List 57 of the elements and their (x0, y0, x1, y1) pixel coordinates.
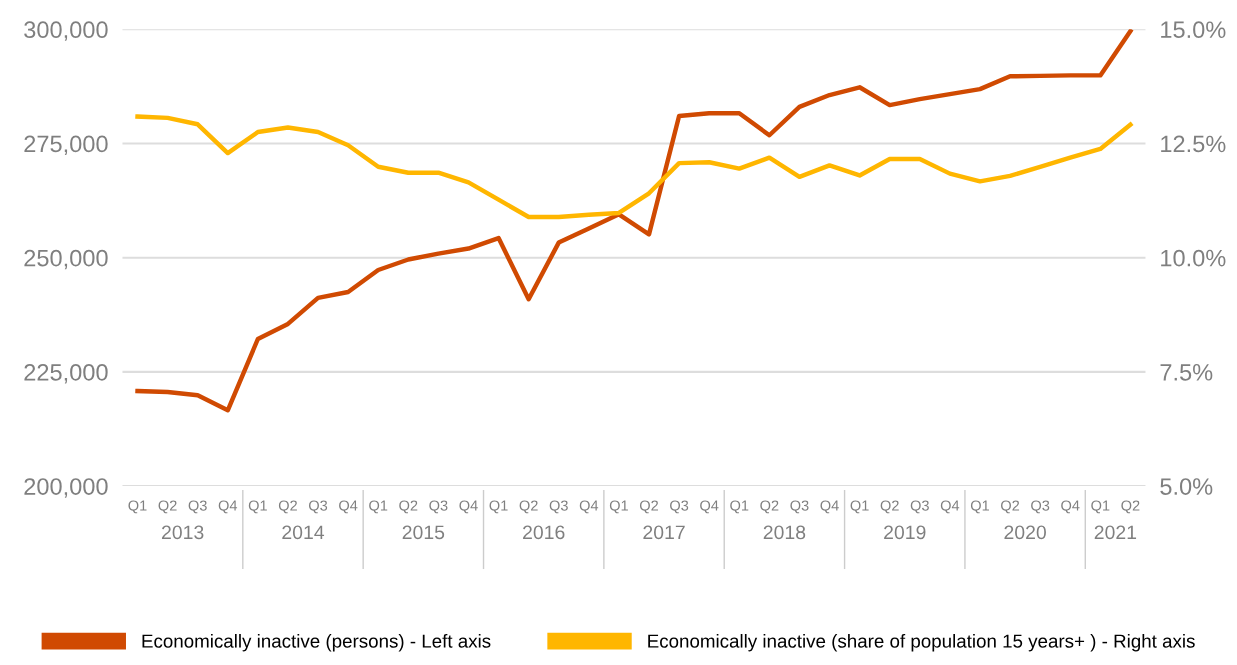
x-tick-label: Q1 (1091, 500, 1110, 514)
x-tick-label: Q2 (760, 500, 779, 514)
y2-tick-label: 12.5% (1161, 135, 1226, 153)
y2-tick-label: 5.0% (1160, 478, 1213, 495)
legend-label: Economically inactive (share of population 15 years+ ) - Right axis (648, 633, 1195, 652)
text: 2016 (523, 525, 565, 540)
x-tick-label: Q3 (1031, 500, 1050, 514)
y2-tick-label: 15.0% (1161, 21, 1226, 39)
x-tick-label: Q1 (970, 500, 989, 514)
x-tick-label: Q4 (820, 500, 839, 514)
text: 2015 (402, 525, 445, 540)
x-tick-label: Q4 (700, 500, 719, 514)
legend-label: Economically inactive (persons) - Left axis (142, 633, 491, 652)
y-tick-label: 300,000 (24, 21, 108, 41)
x-tick-label: Q1 (489, 500, 508, 514)
text: 2013 (161, 525, 204, 540)
x-tick-label: Q3 (910, 500, 929, 514)
x-tick-label: Q3 (309, 500, 328, 514)
x-tick-label: Q1 (730, 500, 749, 514)
x-tick-label: Q3 (429, 500, 448, 514)
y2-tick-label: 10.0% (1161, 249, 1226, 267)
text: 2021 (1094, 525, 1137, 540)
x-tick-label: Q1 (369, 500, 388, 514)
x-tick-label: Q2 (278, 500, 297, 514)
line-series (135, 114, 1133, 220)
x-tick-label: Q4 (940, 500, 960, 514)
line-series (135, 29, 1133, 413)
x-tick-label: Q1 (248, 500, 267, 514)
y2-tick-label: 7.5% (1160, 364, 1213, 381)
x-tick-label: Q2 (1121, 500, 1140, 514)
y-tick-label: 275,000 (24, 135, 108, 156)
text: 2014 (282, 525, 325, 540)
x-tick-label: Q2 (639, 500, 658, 514)
text: 2017 (643, 525, 685, 540)
x-tick-label: Q2 (1001, 500, 1020, 514)
x-tick-label: Q3 (670, 500, 689, 514)
x-tick-label: Q4 (579, 500, 599, 514)
x-tick-label: Q2 (880, 500, 899, 514)
x-tick-label: Q2 (519, 500, 538, 514)
x-tick-label: Q2 (399, 500, 418, 514)
x-tick-label: Q3 (549, 500, 568, 514)
y-tick-label: 225,000 (24, 363, 108, 384)
x-tick-label: Q1 (609, 500, 628, 514)
x-tick-label: Q1 (850, 500, 869, 514)
text: 2019 (884, 525, 926, 540)
y-tick-label: 200,000 (24, 478, 108, 498)
x-tick-label: Q3 (188, 500, 207, 514)
text: 2018 (763, 525, 806, 540)
x-tick-label: Q4 (339, 500, 358, 514)
x-tick-label: Q2 (158, 500, 177, 514)
x-tick-label: Q4 (1061, 500, 1080, 514)
text: 2020 (1004, 525, 1046, 540)
x-tick-label: Q4 (218, 500, 238, 514)
x-tick-label: Q3 (790, 500, 809, 514)
x-tick-label: Q4 (459, 500, 478, 514)
y-tick-label: 250,000 (24, 249, 108, 270)
x-tick-label: Q1 (128, 500, 147, 514)
